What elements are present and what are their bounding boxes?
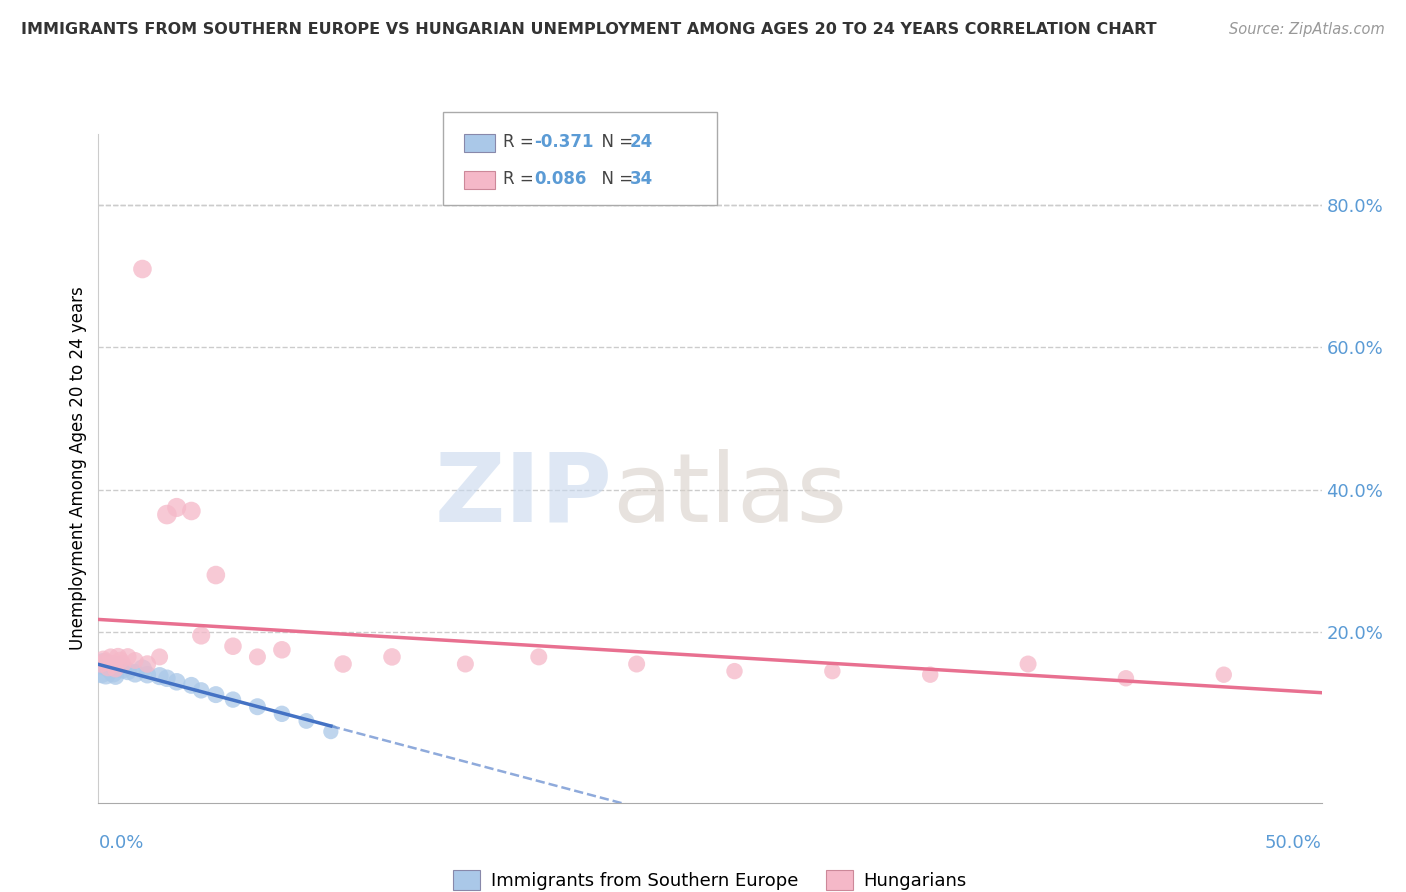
- Point: [107, 649, 129, 664]
- Point: [101, 657, 124, 671]
- Point: [94, 655, 117, 669]
- Point: [180, 504, 202, 518]
- Point: [124, 666, 146, 681]
- Point: [104, 662, 127, 676]
- Point: [723, 664, 745, 678]
- Text: R =: R =: [503, 133, 540, 151]
- Text: 34: 34: [630, 170, 654, 188]
- Text: IMMIGRANTS FROM SOUTHERN EUROPE VS HUNGARIAN UNEMPLOYMENT AMONG AGES 20 TO 24 YE: IMMIGRANTS FROM SOUTHERN EUROPE VS HUNGA…: [21, 22, 1157, 37]
- Point: [91, 657, 114, 671]
- Point: [100, 662, 122, 676]
- Point: [104, 669, 127, 683]
- Text: 24: 24: [630, 133, 654, 151]
- Point: [117, 664, 139, 678]
- Point: [222, 639, 245, 653]
- Point: [527, 649, 550, 664]
- Point: [111, 662, 134, 676]
- Point: [454, 657, 477, 671]
- Point: [117, 649, 139, 664]
- Point: [1017, 657, 1039, 671]
- Point: [156, 508, 179, 522]
- Point: [136, 667, 159, 681]
- Point: [136, 657, 159, 671]
- Legend: Immigrants from Southern Europe, Hungarians: Immigrants from Southern Europe, Hungari…: [446, 863, 974, 892]
- Point: [821, 664, 844, 678]
- Text: Source: ZipAtlas.com: Source: ZipAtlas.com: [1229, 22, 1385, 37]
- Point: [101, 666, 124, 681]
- Point: [920, 667, 942, 681]
- Point: [97, 660, 120, 674]
- Point: [332, 657, 354, 671]
- Point: [166, 500, 188, 515]
- Point: [190, 628, 212, 642]
- Text: 0.0%: 0.0%: [98, 834, 143, 852]
- Point: [270, 642, 294, 657]
- Point: [124, 653, 146, 667]
- Point: [149, 649, 172, 664]
- Point: [94, 667, 117, 681]
- Point: [246, 699, 269, 714]
- Text: ZIP: ZIP: [434, 449, 612, 541]
- Text: N =: N =: [591, 170, 638, 188]
- Point: [90, 657, 112, 671]
- Point: [295, 714, 318, 728]
- Point: [205, 568, 228, 582]
- Point: [166, 674, 188, 689]
- Point: [131, 262, 153, 277]
- Point: [381, 649, 404, 664]
- Point: [222, 692, 245, 706]
- Point: [1115, 671, 1137, 685]
- Text: N =: N =: [591, 133, 638, 151]
- Text: 0.086: 0.086: [534, 170, 586, 188]
- Point: [111, 657, 134, 671]
- Point: [110, 653, 132, 667]
- Point: [205, 688, 228, 702]
- Point: [270, 706, 294, 721]
- Point: [1212, 667, 1234, 681]
- Point: [100, 649, 122, 664]
- Point: [190, 683, 212, 698]
- Text: R =: R =: [503, 170, 540, 188]
- Point: [319, 724, 342, 739]
- Y-axis label: Unemployment Among Ages 20 to 24 years: Unemployment Among Ages 20 to 24 years: [69, 286, 87, 650]
- Point: [90, 664, 112, 678]
- Point: [156, 671, 179, 685]
- Point: [91, 652, 114, 666]
- Point: [97, 660, 120, 674]
- Point: [149, 669, 172, 683]
- Text: 50.0%: 50.0%: [1265, 834, 1322, 852]
- Text: atlas: atlas: [612, 449, 848, 541]
- Point: [107, 659, 129, 673]
- Point: [246, 649, 269, 664]
- Text: -0.371: -0.371: [534, 133, 593, 151]
- Point: [626, 657, 648, 671]
- Point: [131, 662, 153, 676]
- Point: [180, 678, 202, 692]
